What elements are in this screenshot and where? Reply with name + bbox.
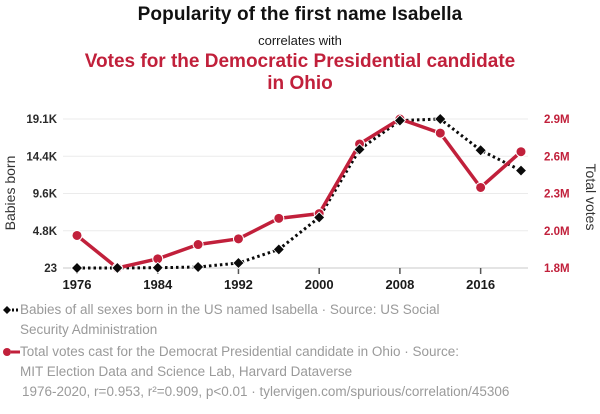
legend-line: Babies of all sexes born in the US named… — [20, 302, 440, 317]
legend-text-isabella: Babies of all sexes born in the US named… — [20, 300, 439, 340]
chart-canvas: 23 1.8M 4.8K 2.0M 9.6K 2.3M 14.4K 2.6M 19.1K 2.9M… — [2, 112, 599, 292]
diamond-marker — [151, 261, 164, 274]
diamond-marker — [353, 143, 366, 156]
circle-solid-legend-icon — [3, 348, 20, 356]
circle-marker — [434, 127, 446, 139]
circle-marker — [515, 146, 527, 158]
x-tick-label: 1992 — [224, 277, 253, 292]
y-tick-label-left: 23 — [44, 263, 57, 275]
diamond-marker — [514, 164, 528, 177]
diamond-marker — [70, 261, 84, 275]
circle-marker — [192, 239, 204, 251]
diamond-marker — [313, 211, 326, 224]
left-axis-title: Babies born — [2, 156, 18, 231]
circle-marker — [71, 229, 83, 241]
y-tick-label-left: 4.8K — [33, 226, 58, 238]
right-axis-title: Total votes — [583, 164, 599, 231]
correlates-with-label: correlates with — [258, 33, 342, 48]
stats-citation-line: 1976-2020, r=0.953, r²=0.909, p<0.01 · t… — [22, 384, 510, 399]
x-tick-label: 2008 — [385, 277, 414, 292]
series-line-votes — [75, 117, 523, 270]
x-tick-label: 2016 — [466, 277, 495, 292]
y-tick-label-right: 2.3M — [544, 189, 570, 201]
legend-line: Total votes cast for the Democrat Presid… — [20, 344, 459, 359]
diamond-marker — [232, 256, 245, 270]
y-tick-label-right: 2.9M — [544, 114, 570, 126]
x-tick-label: 1976 — [63, 277, 92, 292]
y-tick-label-right: 1.8M — [544, 263, 570, 275]
x-tick-label: 2000 — [305, 277, 334, 292]
circle-marker — [273, 212, 285, 224]
legend-line: Security Administration — [20, 322, 158, 337]
y-tick-label-left: 19.1K — [26, 114, 57, 126]
diamond-marker — [192, 260, 205, 274]
legend-item-isabella: Babies of all sexes born in the US named… — [2, 300, 574, 340]
y-tick-label-left: 14.4K — [26, 151, 57, 163]
y-tick-label-left: 9.6K — [33, 189, 58, 201]
diamond-dashed-legend-icon — [3, 306, 20, 314]
diamond-marker — [111, 261, 124, 275]
diamond-marker — [393, 114, 406, 127]
circle-marker — [475, 181, 487, 193]
y-tick-label-right: 2.0M — [544, 226, 570, 238]
page-title: Popularity of the first name Isabella — [137, 4, 463, 25]
diamond-marker — [434, 112, 447, 126]
diamond-marker — [272, 243, 285, 256]
legend-text-votes: Total votes cast for the Democrat Presid… — [20, 342, 459, 382]
legend-item-votes: Total votes cast for the Democrat Presid… — [2, 342, 574, 382]
y-tick-label-right: 2.6M — [544, 151, 570, 163]
diamond-marker — [474, 144, 487, 157]
x-tick-label: 1984 — [143, 277, 173, 292]
legend-line: MIT Election Data and Science Lab, Harva… — [20, 364, 353, 379]
circle-marker — [232, 233, 244, 245]
secondary-title: Votes for the Democratic Presidential ca… — [84, 51, 516, 94]
